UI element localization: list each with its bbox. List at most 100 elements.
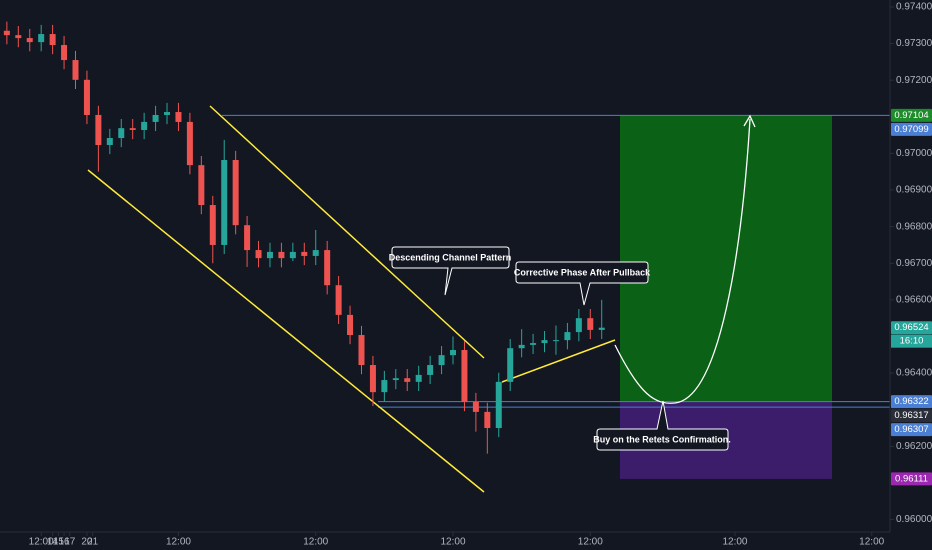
x-tick-label: 16 [58,537,70,548]
candle-body [552,340,559,342]
x-tick-label: 12:00 [578,537,603,548]
candle-body [221,160,228,245]
candle-body [95,114,102,145]
candle-body [3,30,10,36]
candle-body [312,250,319,256]
candle-body [209,205,216,245]
callout-text: Corrective Phase After Pullback [514,267,651,277]
candle-body [72,60,79,80]
candle-body [541,340,548,344]
price-label-bg [891,409,932,423]
candle-body [164,112,171,115]
arrow-head [743,114,756,128]
candle-body [575,318,582,333]
price-label: 0.97104 [894,110,928,121]
candle-body [129,128,136,130]
x-tick-label: 12:00 [166,537,191,548]
countdown: 16:10 [900,336,924,347]
callout: Buy on the Retets Confirmation. [593,400,731,451]
candle-body [324,250,331,286]
price-label: 0.96524 [894,322,928,333]
candle-body [392,378,399,381]
candle-body [266,251,273,259]
x-tick-label: 17 [64,537,76,548]
candle-body [301,251,308,256]
callout: Descending Channel Pattern [389,246,512,296]
price-label-bg [891,321,932,335]
y-tick-label: 0.97200 [896,75,932,86]
candle-body [369,365,376,393]
candle-body [186,121,193,166]
candle-body [484,411,491,429]
candle-body [289,251,296,259]
y-tick-label: 0.96000 [896,514,932,525]
y-tick-label: 0.97300 [896,38,932,49]
candle-body [141,121,148,130]
price-label-bg [891,423,932,437]
candle-body [450,350,457,356]
candle-body [530,343,537,345]
y-tick-label: 0.96800 [896,221,932,232]
candle-body [335,285,342,315]
x-tick-label: 12:00 [303,537,328,548]
price-label: 0.96322 [894,396,928,407]
y-tick-label: 0.96200 [896,441,932,452]
candle-body [152,114,159,122]
channel-lower [87,169,485,493]
x-tick-label: 14 [47,537,59,548]
support-line [501,339,616,383]
candle-body [358,335,365,366]
price-label: 0.97099 [894,124,928,135]
candle-body [83,79,90,115]
y-tick-label: 0.97000 [896,148,932,159]
price-label: 0.96307 [894,424,928,435]
countdown-bg [891,334,932,348]
x-tick-label: 21 [87,537,99,548]
x-tick-label: 12:00 [722,537,747,548]
candle-body [278,251,285,259]
candle-body [255,250,262,259]
candle-body [61,45,68,61]
candle-body [15,35,22,39]
candle-body [472,402,479,412]
y-tick-label: 0.96900 [896,185,932,196]
candle-body [507,348,514,382]
x-tick-label: 20 [81,537,93,548]
price-label: 0.96317 [894,410,928,421]
x-tick-label: 12:00 [440,537,465,548]
candle-body [461,350,468,403]
candle-body [118,128,125,139]
candle-body [198,165,205,206]
y-tick-label: 0.96600 [896,295,932,306]
candle-body [244,225,251,251]
candle-body [26,38,33,43]
price-label: 0.96111 [895,473,928,484]
target-zone [620,115,832,402]
candle-body [438,355,445,366]
x-tick-label: 12:00 [29,537,54,548]
channel-upper [209,105,485,359]
candle-body [518,344,525,349]
projection-curve [614,118,751,404]
candle-body [38,34,45,43]
x-tick-label: 15 [53,537,65,548]
candle-body [598,327,605,330]
callout: Corrective Phase After Pullback [514,261,651,306]
callout-text: Descending Channel Pattern [389,252,512,262]
y-tick-label: 0.96700 [896,258,932,269]
candle-body [495,381,502,429]
candle-body [175,112,182,122]
candle-body [49,34,56,46]
x-tick-label: 12:00 [859,537,884,548]
y-tick-label: 0.97400 [896,2,932,13]
candle-body [232,160,239,226]
price-label-bg [891,472,932,486]
price-label-bg [891,395,932,409]
price-label-bg [891,122,932,136]
callout-text: Buy on the Retets Confirmation. [593,434,731,444]
y-tick-label: 0.96400 [896,368,932,379]
candle-body [587,318,594,330]
candle-body [381,380,388,393]
